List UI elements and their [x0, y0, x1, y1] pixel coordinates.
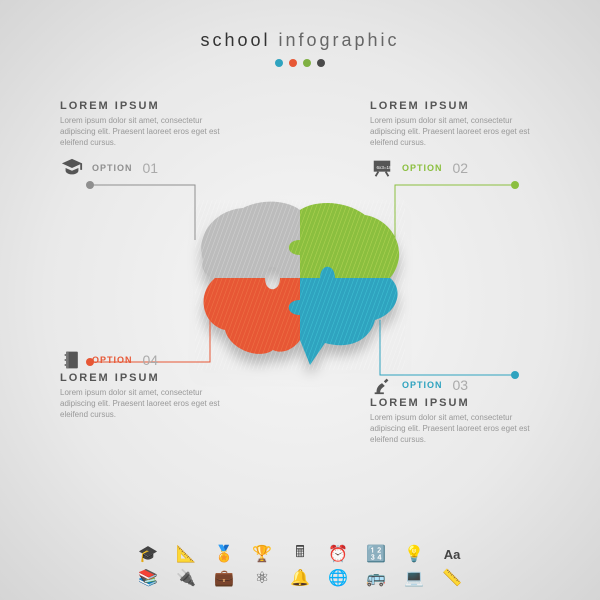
icon-row-1: 🎓 📐 🏅 🏆 🖩 ⏰ 🔢 💡 Aa	[0, 544, 600, 564]
option-row: 6x3=18 OPTION 02	[370, 156, 530, 180]
footer-icon: 🔢	[366, 544, 386, 564]
graduate-icon	[60, 156, 84, 180]
footer-icon: 💼	[214, 568, 234, 588]
footer-icon: 🚌	[366, 568, 386, 588]
option-label: OPTION	[402, 163, 443, 173]
footer-icon: 🏆	[252, 544, 272, 564]
option-label: OPTION	[402, 380, 443, 390]
footer-icon: 📐	[176, 544, 196, 564]
board-icon: 6x3=18	[370, 156, 394, 180]
footer-icon: ⚛	[252, 568, 272, 588]
footer-icon: 📏	[442, 568, 462, 588]
callout-heading: LOREM IPSUM	[370, 100, 530, 112]
callout-heading: LOREM IPSUM	[370, 397, 530, 409]
notebook-icon	[60, 348, 84, 372]
option-row: OPTION 03	[370, 373, 530, 397]
stage: LOREM IPSUM Lorem ipsum dolor sit amet, …	[0, 0, 600, 600]
option-number: 01	[143, 160, 159, 176]
footer-icon: 🔔	[290, 568, 310, 588]
footer-icon: 🌐	[328, 568, 348, 588]
option-number: 02	[453, 160, 469, 176]
callout-c4: OPTION 04 LOREM IPSUM Lorem ipsum dolor …	[60, 340, 220, 420]
option-label: OPTION	[92, 163, 133, 173]
footer-icon: Aa	[442, 544, 462, 564]
footer-icon: 📚	[138, 568, 158, 588]
callout-body: Lorem ipsum dolor sit amet, consectetur …	[60, 116, 220, 148]
footer-icon: 🎓	[138, 544, 158, 564]
footer-icon: 🖩	[290, 544, 310, 564]
connector-endcap	[511, 181, 519, 189]
option-row: OPTION 04	[60, 348, 220, 372]
callout-heading: LOREM IPSUM	[60, 100, 220, 112]
callout-c1: LOREM IPSUM Lorem ipsum dolor sit amet, …	[60, 100, 220, 180]
svg-text:6x3=18: 6x3=18	[377, 165, 393, 170]
brain-puzzle	[195, 200, 405, 370]
footer-icon: 💻	[404, 568, 424, 588]
connector-line	[395, 185, 515, 240]
connector-line	[90, 185, 195, 240]
lamp-icon	[370, 373, 394, 397]
option-label: OPTION	[92, 355, 133, 365]
callout-body: Lorem ipsum dolor sit amet, consectetur …	[370, 116, 530, 148]
callout-body: Lorem ipsum dolor sit amet, consectetur …	[60, 388, 220, 420]
footer-icon: 💡	[404, 544, 424, 564]
option-number: 03	[453, 377, 469, 393]
footer-icon: ⏰	[328, 544, 348, 564]
option-number: 04	[143, 352, 159, 368]
callout-body: Lorem ipsum dolor sit amet, consectetur …	[370, 413, 530, 445]
footer-icon: 🏅	[214, 544, 234, 564]
callout-c2: LOREM IPSUM Lorem ipsum dolor sit amet, …	[370, 100, 530, 180]
callout-heading: LOREM IPSUM	[60, 372, 220, 384]
option-row: OPTION 01	[60, 156, 220, 180]
connector-endcap	[86, 181, 94, 189]
icon-row-2: 📚 🔌 💼 ⚛ 🔔 🌐 🚌 💻 📏	[0, 568, 600, 588]
callout-c3: OPTION 03 LOREM IPSUM Lorem ipsum dolor …	[370, 365, 530, 445]
footer-icon: 🔌	[176, 568, 196, 588]
